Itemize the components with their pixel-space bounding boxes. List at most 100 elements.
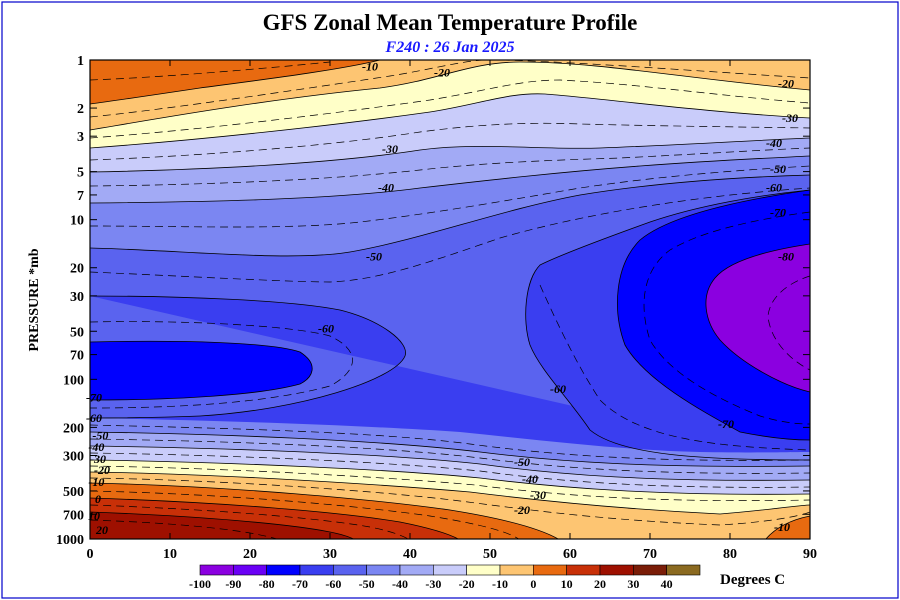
y-tick-label: 700 <box>63 508 84 523</box>
colorbar-swatch <box>499 564 534 576</box>
y-tick-label: 5 <box>77 166 84 181</box>
y-axis-label: PRESSURE *mb <box>27 248 42 351</box>
contour-label: -80 <box>778 249 794 263</box>
colorbar-label: Degrees C <box>720 572 785 588</box>
y-tick-label: 10 <box>70 214 84 229</box>
contour-label: -70 <box>770 205 786 219</box>
contour-lines <box>90 60 810 539</box>
colorbar-tick-label: -20 <box>459 577 475 591</box>
contour-label: -70 <box>718 417 734 431</box>
colorbar-swatch <box>433 564 467 576</box>
colorbar-swatch <box>233 564 267 576</box>
contour-label: -20 <box>514 503 530 517</box>
colorbar-tick-label: 40 <box>661 577 673 591</box>
y-tick-label: 2 <box>77 102 84 117</box>
colorbar-tick-label: -50 <box>359 577 375 591</box>
contour-label: -60 <box>318 321 334 335</box>
y-tick-label: 200 <box>63 421 84 436</box>
contour-label: -70 <box>86 391 102 405</box>
y-tick-label: 3 <box>77 130 84 145</box>
colorbar-swatch <box>299 564 334 576</box>
colorbar-swatch <box>666 564 701 576</box>
colorbar-swatch <box>566 564 601 576</box>
contour-label: -30 <box>782 111 798 125</box>
contour-label: -40 <box>522 472 538 486</box>
colorbar-swatch <box>599 564 634 576</box>
contour-label: -20 <box>778 76 794 90</box>
band-top-left-orange <box>90 60 380 104</box>
contour-label: -40 <box>378 181 394 195</box>
x-tick-label: 80 <box>723 547 737 562</box>
contour-label: -40 <box>766 136 782 150</box>
colorbar-tick-label: -70 <box>292 577 308 591</box>
colorbar-tick-label: -100 <box>189 577 211 591</box>
x-tick-label: 20 <box>243 547 257 562</box>
contour-label: -20 <box>94 463 110 477</box>
contour-label: -60 <box>86 411 102 425</box>
contour-label: -50 <box>514 455 530 469</box>
contour-label: -10 <box>88 475 104 489</box>
contour-label: -20 <box>434 66 450 80</box>
colorbar-swatch <box>533 564 567 576</box>
x-tick-label: 10 <box>163 547 177 562</box>
colorbar-swatch <box>399 564 434 576</box>
band-lower-right-orange <box>765 516 810 539</box>
x-tick-label: 70 <box>643 547 657 562</box>
contour-label: 10 <box>88 509 100 523</box>
contour-label: -50 <box>366 249 382 263</box>
chart-subtitle: F240 : 26 Jan 2025 <box>385 39 515 56</box>
chart-title: GFS Zonal Mean Temperature Profile <box>263 10 638 35</box>
contour-label: 0 <box>95 492 101 506</box>
y-tick-label: 300 <box>63 450 84 465</box>
colorbar-swatch <box>633 564 667 576</box>
contour-label: 20 <box>95 523 108 537</box>
contour-fills <box>90 60 810 539</box>
colorbar-tick-label: -30 <box>425 577 441 591</box>
x-tick-label: 60 <box>563 547 577 562</box>
colorbar-swatch <box>199 564 234 576</box>
x-tick-label: 40 <box>403 547 417 562</box>
colorbar-tick-label: -90 <box>225 577 241 591</box>
colorbar-tick-label: -10 <box>492 577 508 591</box>
contour-label: -40 <box>88 440 104 454</box>
x-tick-label: 30 <box>323 547 337 562</box>
colorbar-tick-label: 10 <box>561 577 573 591</box>
contour-label: -30 <box>382 142 398 156</box>
y-tick-label: 100 <box>63 373 84 388</box>
contour-label: -60 <box>766 181 782 195</box>
x-tick-label: 0 <box>87 547 94 562</box>
x-tick-label: 50 <box>483 547 497 562</box>
plot-border <box>89 59 811 540</box>
colorbar-tick-label: 30 <box>627 577 639 591</box>
colorbar-tick-label: 0 <box>530 577 536 591</box>
colorbar-tick-label: -60 <box>325 577 341 591</box>
y-tick-label: 20 <box>70 262 84 277</box>
y-tick-label: 7 <box>77 189 84 204</box>
contour-label: -30 <box>530 488 546 502</box>
band-lower-darkred <box>90 512 354 539</box>
colorbar-tick-label: -40 <box>392 577 408 591</box>
y-tick-label: 50 <box>70 325 84 340</box>
y-tick-label: 70 <box>70 349 84 364</box>
band-blue-left-core <box>90 341 313 400</box>
contour-label: -50 <box>770 162 786 176</box>
colorbar-tick-label: 20 <box>594 577 606 591</box>
colorbar-tick-label: -80 <box>259 577 275 591</box>
contour-labels: -10 -20-20-30-40-50-60-70-80-30-40-50-60-… <box>86 60 798 538</box>
band-violet-core <box>705 244 810 392</box>
colorbar-swatch <box>466 564 501 576</box>
contour-label: -50 <box>92 429 108 443</box>
x-tick-label: 90 <box>803 547 817 562</box>
colorbar-swatch <box>333 564 367 576</box>
contour-label: -10 <box>362 60 378 74</box>
dashed-contours <box>90 60 810 539</box>
colorbar-swatch <box>366 564 401 576</box>
y-tick-label: 500 <box>63 485 84 500</box>
colorbar-swatch <box>266 564 301 576</box>
contour-label: -10 <box>774 520 790 534</box>
colorbar: -100 -90 -80 -70 -60 -50 -40 -30 -20 -10 0 10 20 30 40 <box>189 564 701 591</box>
y-tick-label: 30 <box>70 290 84 305</box>
contour-label: -60 <box>550 382 566 396</box>
